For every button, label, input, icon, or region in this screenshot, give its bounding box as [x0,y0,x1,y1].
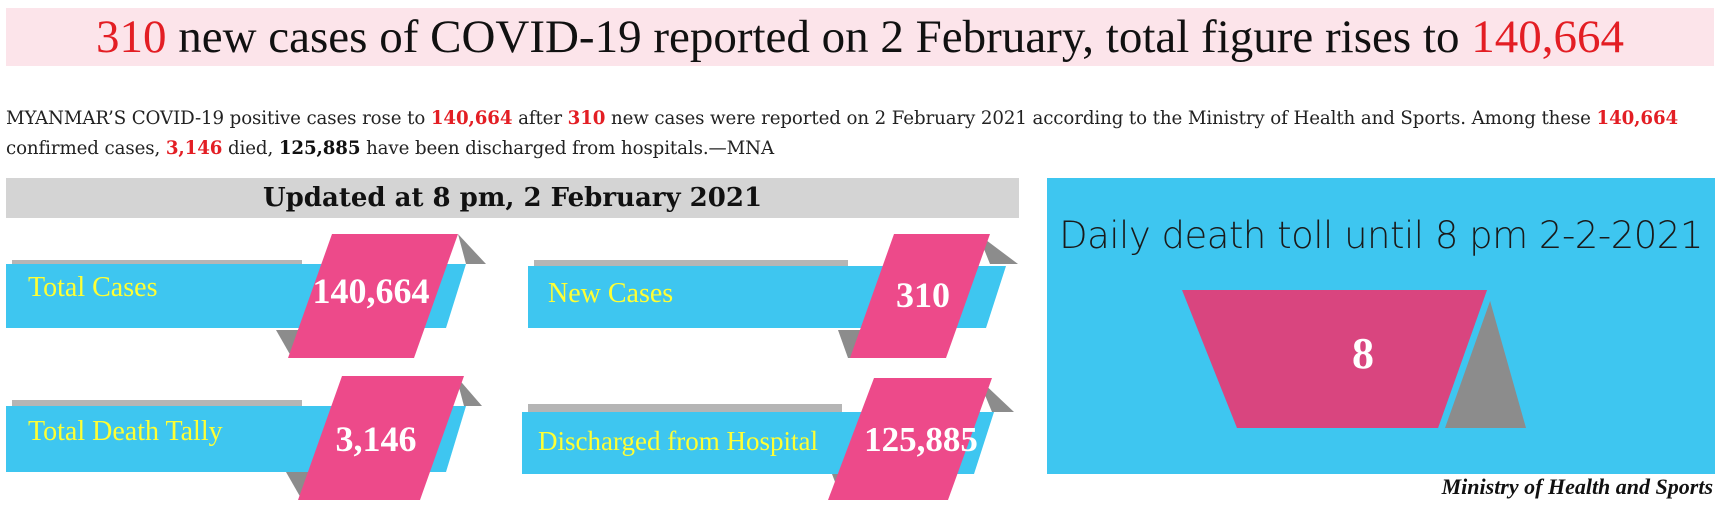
tile-discharged: Discharged from Hospital 125,885 [522,378,1014,500]
tile-shape [522,378,1014,500]
tile-value: 140,664 [312,271,430,311]
lead-total: 140,664 [1596,108,1679,129]
lead-new-cases: 310 [567,108,606,129]
tile-value: 310 [896,275,950,315]
headline-banner: 310 new cases of COVID-19 reported on 2 … [6,8,1714,66]
daily-death-panel: Daily death toll until 8 pm 2-2-2021 8 [1047,178,1715,474]
lead-text: MYANMAR’S COVID-19 positive cases rose t… [6,108,431,129]
lead-paragraph: MYANMAR’S COVID-19 positive cases rose t… [6,104,1716,164]
lead-discharged: 125,885 [278,138,361,159]
source-credit: Ministry of Health and Sports [1441,474,1713,499]
lead-text: after [512,108,568,129]
tile-label: Total Death Tally [28,416,223,447]
daily-death-value: 8 [1352,329,1374,378]
updated-banner: Updated at 8 pm, 2 February 2021 [6,178,1019,218]
headline-total: 140,664 [1471,11,1624,63]
lead-text: have been discharged from hospitals.—MNA [360,138,774,159]
lead-text: new cases were reported on 2 February 20… [605,108,1597,129]
lead-text: died, [222,138,279,159]
tile-total-death-tally: Total Death Tally 3,146 [6,376,482,500]
tile-total-cases: Total Cases 140,664 [6,234,486,358]
tile-value: 3,146 [335,419,417,459]
lead-total: 140,664 [430,108,513,129]
tile-shape [6,234,486,358]
tile-shape [528,234,1018,358]
daily-death-shape [1182,290,1526,428]
headline-text: new cases of COVID-19 reported on 2 Febr… [166,11,1472,63]
daily-death-title: Daily death toll until 8 pm 2-2-2021 [1059,214,1703,257]
tile-label: Total Cases [28,272,158,303]
tile-value: 125,885 [864,420,978,459]
updated-text: Updated at 8 pm, 2 February 2021 [262,183,763,213]
tile-new-cases: New Cases 310 [528,234,1018,358]
lead-deaths: 3,146 [165,138,223,159]
tile-label: New Cases [548,278,674,309]
tile-label: Discharged from Hospital [538,426,818,456]
headline: 310 new cases of COVID-19 reported on 2 … [6,8,1714,66]
tile-shape [6,376,482,500]
lead-text: confirmed cases, [6,138,166,159]
headline-new-cases: 310 [95,11,167,63]
